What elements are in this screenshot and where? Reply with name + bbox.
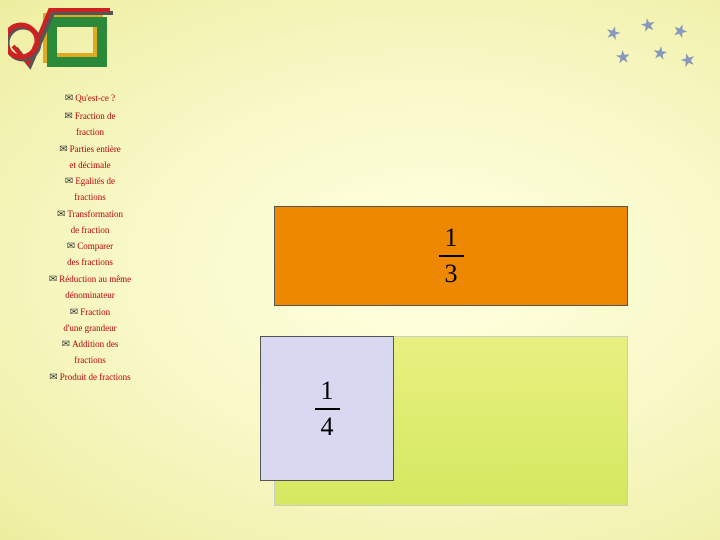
stars-decoration: ★ ★ ★ ★ ★ ★ xyxy=(600,15,700,75)
sidebar-label-line2: fractions xyxy=(0,354,180,367)
envelope-icon: ✉ xyxy=(65,93,73,104)
sidebar-item-comparer[interactable]: ✉Comparer des fractions xyxy=(0,240,180,269)
sidebar-label-line2: de fraction xyxy=(0,224,180,237)
sidebar-item-fraction-de-fraction[interactable]: ✉Fraction de fraction xyxy=(0,110,180,139)
sidebar-label-line2: fractions xyxy=(0,191,180,204)
sidebar-label-line2: des fractions xyxy=(0,256,180,269)
sidebar-label-line2: fraction xyxy=(0,126,180,139)
logo xyxy=(8,8,118,78)
sidebar-item-fraction-grandeur[interactable]: ✉Fraction d'une grandeur xyxy=(0,306,180,335)
sidebar-label: Parties entière xyxy=(70,144,121,154)
sidebar-label: Fraction xyxy=(80,307,110,317)
sidebar-label: Egalités de xyxy=(75,176,115,186)
numerator: 1 xyxy=(439,223,464,255)
envelope-icon: ✉ xyxy=(67,241,75,252)
sidebar-item-addition[interactable]: ✉Addition des fractions xyxy=(0,338,180,367)
sidebar-label: Comparer xyxy=(77,241,113,251)
envelope-icon: ✉ xyxy=(49,274,57,285)
sidebar-nav: ✉Qu'est-ce ? ✉Fraction de fraction ✉Part… xyxy=(0,92,180,389)
fraction-one-third: 1 3 xyxy=(439,223,464,289)
envelope-icon: ✉ xyxy=(59,144,67,155)
sidebar-item-reduction[interactable]: ✉Réduction au même dénominateur xyxy=(0,273,180,302)
sidebar-item-transformation[interactable]: ✉Transformation de fraction xyxy=(0,208,180,237)
envelope-icon: ✉ xyxy=(62,339,70,350)
sidebar-label: Addition des xyxy=(72,339,118,349)
envelope-icon: ✉ xyxy=(70,307,78,318)
sidebar-label: Produit de fractions xyxy=(60,372,131,382)
sidebar-label: Fraction de xyxy=(75,111,116,121)
one-quarter-rectangle: 1 4 xyxy=(260,336,394,481)
fraction-one-quarter: 1 4 xyxy=(315,376,340,442)
sidebar-label-line2: d'une grandeur xyxy=(0,322,180,335)
sidebar-item-egalites[interactable]: ✉Egalités de fractions xyxy=(0,175,180,204)
fraction-diagram: 1 3 1 4 xyxy=(260,200,640,510)
sidebar-item-parties[interactable]: ✉Parties entière et décimale xyxy=(0,143,180,172)
denominator: 3 xyxy=(439,255,464,289)
envelope-icon: ✉ xyxy=(57,209,65,220)
sidebar-label: Transformation xyxy=(67,209,123,219)
envelope-icon: ✉ xyxy=(65,176,73,187)
sidebar-item-qu-est-ce[interactable]: ✉Qu'est-ce ? xyxy=(0,92,180,106)
denominator: 4 xyxy=(315,408,340,442)
sidebar-item-produit[interactable]: ✉Produit de fractions xyxy=(0,371,180,385)
sidebar-label-line2: dénominateur xyxy=(0,289,180,302)
envelope-icon: ✉ xyxy=(49,372,57,383)
sidebar-label: Qu'est-ce ? xyxy=(75,93,115,103)
sidebar-label-line2: et décimale xyxy=(0,159,180,172)
envelope-icon: ✉ xyxy=(64,111,72,122)
one-third-rectangle: 1 3 xyxy=(274,206,628,306)
numerator: 1 xyxy=(315,376,340,408)
sidebar-label: Réduction au même xyxy=(59,274,131,284)
